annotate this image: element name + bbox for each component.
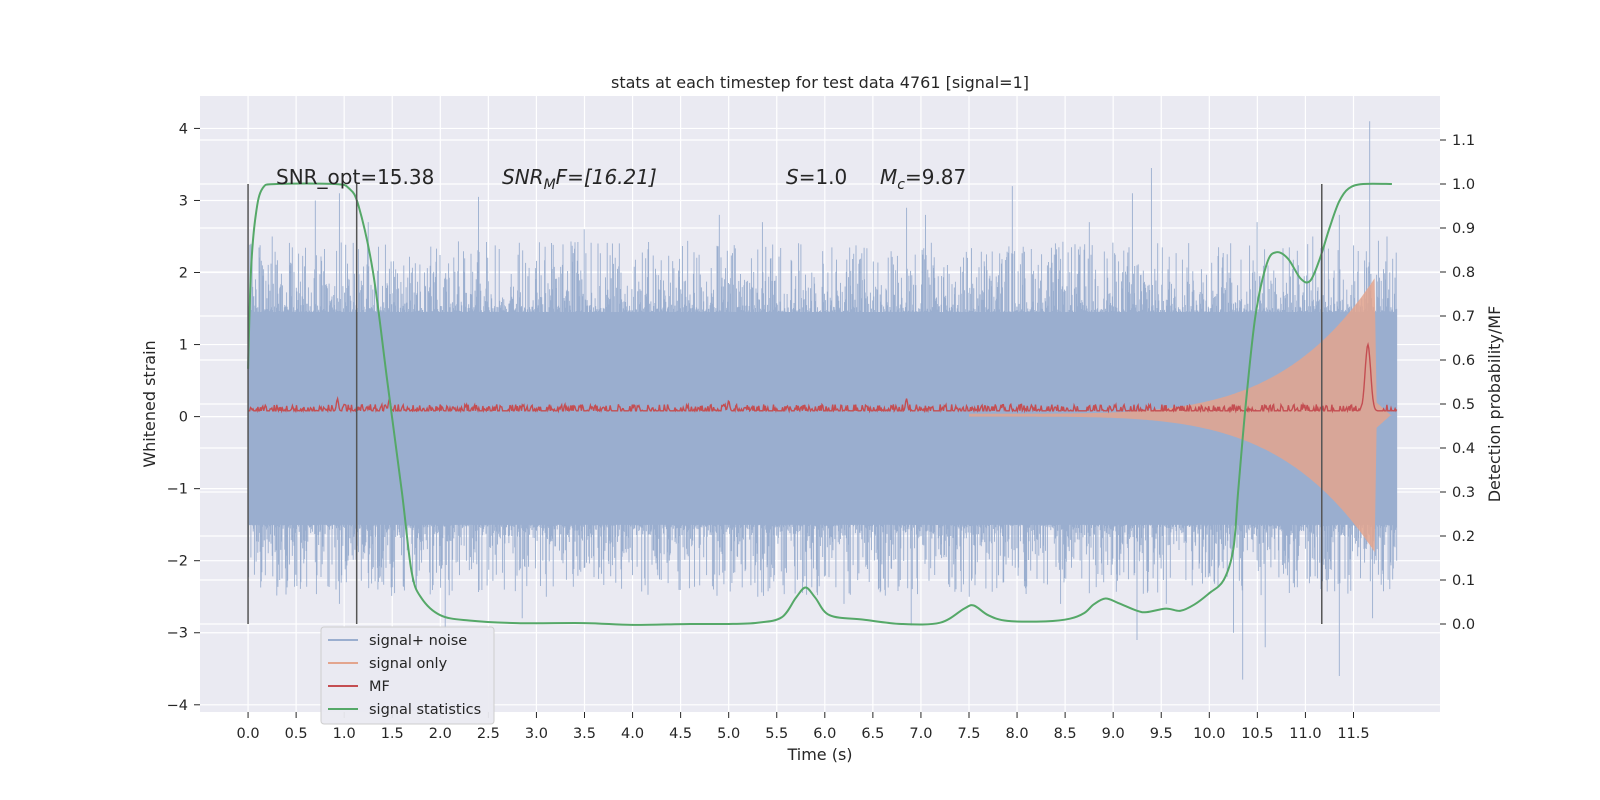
signal-statistics-line (247, 182, 1392, 626)
series-layer (247, 121, 1398, 680)
x-tick-label: 0.5 (285, 726, 308, 742)
y-tick-label-right: 0.8 (1452, 265, 1475, 281)
x-tick-label: 2.0 (429, 726, 452, 742)
y-tick-label-right: 0.9 (1452, 221, 1475, 237)
legend-label-signal-statistics: signal statistics (369, 702, 481, 718)
x-tick-label: 4.0 (621, 726, 644, 742)
y-tick-label-right: 0.5 (1452, 397, 1475, 413)
y-axis-label-right: Detection probability/MF (1485, 306, 1504, 503)
y-tick-label-left: −4 (167, 698, 188, 714)
legend-box (320, 626, 495, 725)
y-axis-label-left: Whitened strain (140, 340, 159, 467)
legend-label-signal-noise: signal+ noise (369, 633, 467, 649)
legend-label-mf: MF (369, 679, 390, 695)
mc-annotation: Mc=9.87 (880, 165, 966, 193)
y-tick-label-right: 0.0 (1452, 617, 1475, 633)
legend: signal+ noise signal only MF signal stat… (320, 626, 495, 725)
y-tick-label-left: −1 (167, 482, 188, 498)
snr-mf-value: F=[16.21] (556, 165, 657, 189)
snr-opt-annotation: SNR_opt=15.38 (276, 165, 434, 189)
s-value: =1.0 (799, 165, 848, 189)
x-tick-label: 8.0 (1006, 726, 1029, 742)
x-tick-label: 7.5 (957, 726, 980, 742)
legend-label-signal-only: signal only (369, 656, 448, 672)
x-tick-label: 6.0 (813, 726, 836, 742)
mc-sub: c (897, 177, 905, 193)
chart-title: stats at each timestep for test data 476… (611, 73, 1029, 92)
y-tick-label-left: 3 (179, 193, 188, 209)
y-tick-label-right: 1.0 (1452, 177, 1475, 193)
vertical-markers (247, 184, 1323, 624)
x-tick-label: 7.0 (909, 726, 932, 742)
y-tick-label-left: 1 (179, 338, 188, 354)
x-tick-label: 11.5 (1337, 726, 1369, 742)
y-tick-label-left: −2 (167, 554, 188, 570)
x-tick-label: 2.5 (477, 726, 500, 742)
x-tick-label: 5.5 (765, 726, 788, 742)
x-tick-label: 4.5 (669, 726, 692, 742)
x-tick-label: 5.0 (717, 726, 740, 742)
y-tick-label-right: 0.1 (1452, 573, 1475, 589)
x-tick-label: 6.5 (861, 726, 884, 742)
x-tick-label: 1.0 (333, 726, 356, 742)
x-tick-label: 9.5 (1150, 726, 1173, 742)
snr-mf-annotation: SNRMF=[16.21] (502, 165, 657, 193)
x-tick-label: 8.5 (1054, 726, 1077, 742)
y-tick-label-right: 0.3 (1452, 485, 1475, 501)
s-annotation: S=1.0 (786, 165, 847, 189)
mf-trace (248, 342, 1398, 414)
signal-only-envelope (969, 278, 1396, 553)
x-axis-label: Time (s) (786, 745, 852, 764)
y-tick-label-left: 4 (179, 121, 188, 137)
y-tick-label-right: 1.1 (1452, 133, 1475, 149)
x-tick-label: 1.5 (381, 726, 404, 742)
x-tick-label: 3.0 (525, 726, 548, 742)
y-tick-label-left: −3 (167, 626, 188, 642)
x-tick-label: 10.0 (1193, 726, 1225, 742)
s-name: S (786, 165, 799, 189)
axis-ticks: 4 3 2 1 0 −1 −2 −3 −4 1.1 1.0 0.9 0.8 0.7 0.6 0.5 0.4 0.3… (167, 121, 1475, 742)
y-tick-label-right: 0.7 (1452, 309, 1475, 325)
y-tick-label-right: 0.6 (1452, 353, 1475, 369)
snr-mf-sub: M (544, 177, 556, 193)
mc-name: M (880, 165, 897, 189)
y-tick-label-left: 2 (179, 266, 188, 282)
x-tick-label: 10.5 (1241, 726, 1273, 742)
x-tick-label: 3.5 (573, 726, 596, 742)
x-tick-label: 11.0 (1289, 726, 1321, 742)
x-tick-label: 0.0 (237, 726, 260, 742)
x-tick-label: 9.0 (1102, 726, 1125, 742)
y-tick-label-right: 0.2 (1452, 529, 1475, 545)
y-tick-label-right: 0.4 (1452, 441, 1475, 457)
snr-mf-name: SNR (502, 165, 544, 189)
y-tick-label-left: 0 (179, 410, 188, 426)
mc-value: =9.87 (905, 165, 966, 189)
